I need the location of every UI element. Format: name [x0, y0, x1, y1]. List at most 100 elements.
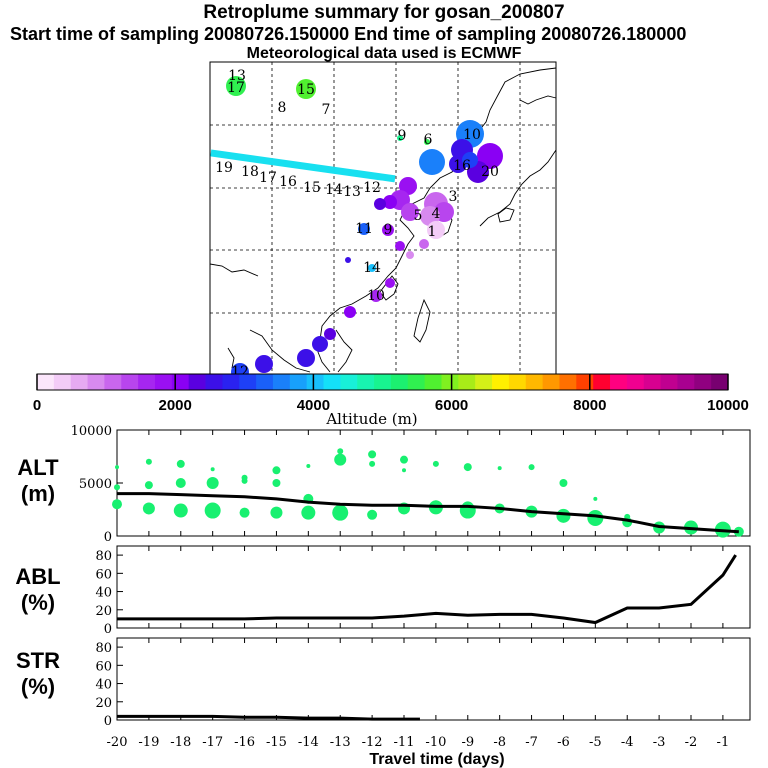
colorbar-tick-label: 10000 [707, 397, 749, 414]
map-plume-label: 4 [432, 206, 441, 222]
map-frame [209, 61, 557, 375]
altitude-point [400, 455, 409, 464]
altitude-point [270, 506, 283, 519]
colorbar-swatch [374, 374, 392, 390]
chart-title: Retroplume summary for gosan_200807 [203, 2, 565, 23]
map-plume-label: 9 [384, 222, 393, 238]
x-tick-label: -13 [330, 735, 351, 750]
map-plume-dot [419, 239, 429, 249]
map-plume-dot [358, 223, 370, 235]
map-plume-label: 8 [278, 100, 287, 116]
x-tick-label: -5 [589, 735, 602, 750]
map-plume-dot [397, 135, 403, 141]
colorbar-swatch [323, 374, 341, 390]
map-plume-label: 16 [279, 174, 297, 190]
colorbar-swatch [593, 374, 611, 390]
altitude-point [114, 484, 120, 491]
map-plume-dot [427, 221, 445, 239]
altitude-point [239, 507, 250, 518]
map-plume-dot [226, 76, 246, 96]
altitude-point [272, 466, 281, 475]
map-plume-dot [406, 251, 414, 259]
altitude-point [145, 458, 152, 465]
altitude-point [337, 448, 344, 455]
x-tick-label: -8 [493, 735, 506, 750]
altitude-point [306, 464, 311, 469]
map-plume-label: 13 [343, 184, 361, 200]
map-plume-dot [383, 195, 397, 209]
y-tick-label: 0 [104, 714, 112, 729]
x-tick-label: -2 [685, 735, 698, 750]
y-tick-label: 40 [95, 586, 112, 601]
colorbar-swatch [458, 374, 476, 390]
map-plume-label: 17 [227, 80, 245, 96]
x-tick-label: -1 [717, 735, 730, 750]
str-line [117, 714, 420, 721]
map-plume-dot [312, 336, 328, 352]
x-tick-label: -18 [170, 735, 191, 750]
altitude-point [204, 502, 221, 519]
colorbar-swatch [559, 374, 577, 390]
y-tick-label: 60 [95, 659, 112, 674]
colorbar-swatch [87, 374, 105, 390]
map-plume-dot [385, 278, 395, 288]
map-plume-dot [382, 224, 394, 236]
x-tick-label: -3 [653, 735, 666, 750]
altitude-point [587, 509, 604, 526]
map-plume-dot [395, 241, 405, 251]
map-plume-label: 18 [241, 164, 259, 180]
y-tick-label: 40 [95, 678, 112, 693]
x-tick-label: -16 [234, 735, 255, 750]
map-plume-label: 19 [215, 160, 233, 176]
str-panel-label: STR (%) [8, 648, 68, 700]
map-plume-dot [401, 203, 419, 221]
altitude-point [497, 466, 502, 471]
colorbar-swatch [576, 374, 594, 390]
colorbar-tick-label: 2000 [159, 397, 192, 414]
str-label-line2: (%) [20, 674, 56, 699]
colorbar-swatch [272, 374, 291, 390]
abl-label-line2: (%) [20, 590, 56, 615]
colorbar-swatch [694, 374, 712, 390]
y-tick-label: 20 [95, 696, 112, 711]
colorbar-swatch [492, 374, 510, 390]
colorbar-swatch [205, 374, 223, 390]
colorbar-swatch [289, 374, 308, 390]
colorbar-tick-label: 8000 [573, 397, 606, 414]
altitude-point [402, 468, 407, 473]
map-plume-label: 1 [428, 224, 437, 240]
map-plume-dot [399, 177, 417, 195]
colorbar-swatch [222, 374, 240, 390]
altitude-point [528, 464, 535, 471]
panel-frame [116, 545, 751, 629]
map-plume-dot [344, 306, 356, 318]
altitude-point [559, 479, 568, 487]
map-trajectory-strip [210, 149, 396, 183]
y-tick-label: 20 [95, 604, 112, 619]
colorbar-swatch [138, 374, 156, 390]
panel-frame [116, 637, 751, 721]
abl-panel-label: ABL (%) [8, 564, 68, 616]
x-tick-label: -6 [557, 735, 570, 750]
map-plume-dot [345, 257, 351, 263]
map-plume-dot [424, 139, 430, 145]
colorbar-swatch [239, 374, 257, 390]
colorbar-swatch [508, 374, 527, 390]
colorbar-swatch [407, 374, 426, 390]
map-plume-label: 17 [259, 170, 277, 186]
colorbar-swatch [171, 374, 190, 390]
altitude-point [241, 477, 248, 484]
map-plume-dot [462, 152, 478, 168]
altitude-point [272, 479, 281, 487]
x-tick-label: -17 [202, 735, 223, 750]
map-plume-label: 5 [414, 208, 423, 224]
alt-label-line1: ALT [17, 455, 59, 480]
colorbar-swatch [390, 374, 409, 390]
y-tick-label: 60 [95, 567, 112, 582]
x-tick-label: -12 [362, 735, 383, 750]
altitude-point [334, 453, 347, 466]
colorbar-swatch [610, 374, 628, 390]
